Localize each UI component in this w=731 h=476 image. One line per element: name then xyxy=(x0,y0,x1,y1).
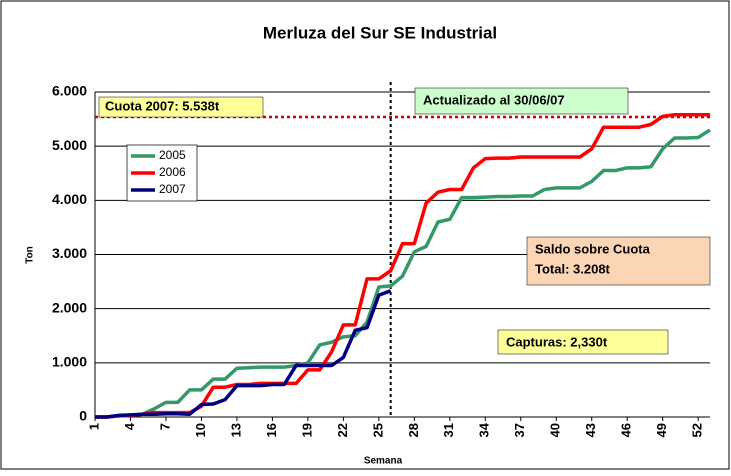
x-tick-label: 13 xyxy=(228,423,243,437)
annotation-text: Total: 3.208t xyxy=(535,261,611,276)
y-tick-label: 1.000 xyxy=(52,354,87,370)
y-tick-label: 5.000 xyxy=(52,137,87,153)
chart: Merluza del Sur SE Industrial Semana Ton… xyxy=(0,0,731,471)
quota-label: Cuota 2007: 5.538t xyxy=(105,98,220,113)
x-tick-label: 16 xyxy=(264,423,279,437)
y-tick-label: 3.000 xyxy=(52,245,87,261)
x-tick-label: 28 xyxy=(406,423,421,437)
x-tick-label: 1 xyxy=(86,423,101,430)
legend-label: 2006 xyxy=(159,165,186,179)
y-tick-label: 6.000 xyxy=(52,83,87,99)
annotation-text: Saldo sobre Cuota xyxy=(535,241,651,256)
annotation-text: Capturas: 2,330t xyxy=(506,334,608,349)
x-tick-label: 46 xyxy=(619,423,634,437)
chart-title: Merluza del Sur SE Industrial xyxy=(263,23,497,42)
x-tick-label: 25 xyxy=(370,423,385,437)
y-tick-label: 4.000 xyxy=(52,191,87,207)
x-tick-label: 40 xyxy=(548,423,563,437)
chart-border xyxy=(1,1,729,469)
x-axis-label: Semana xyxy=(364,456,403,467)
x-tick-label: 7 xyxy=(157,423,172,430)
y-axis-label: Ton xyxy=(25,246,36,264)
x-tick-label: 22 xyxy=(335,423,350,437)
y-tick-label: 0 xyxy=(79,408,87,424)
x-tick-label: 19 xyxy=(299,423,314,437)
y-tick-label: 2.000 xyxy=(52,299,87,315)
x-tick-label: 37 xyxy=(512,423,527,437)
x-tick-label: 34 xyxy=(477,422,492,437)
x-tick-label: 31 xyxy=(441,423,456,437)
legend-label: 2005 xyxy=(159,148,186,162)
x-tick-label: 10 xyxy=(193,423,208,437)
x-tick-label: 52 xyxy=(690,423,705,437)
x-tick-label: 43 xyxy=(583,423,598,437)
x-tick-label: 49 xyxy=(654,423,669,437)
legend-label: 2007 xyxy=(159,182,186,196)
x-tick-label: 4 xyxy=(122,422,137,430)
annotation-text: Actualizado al 30/06/07 xyxy=(423,92,565,107)
